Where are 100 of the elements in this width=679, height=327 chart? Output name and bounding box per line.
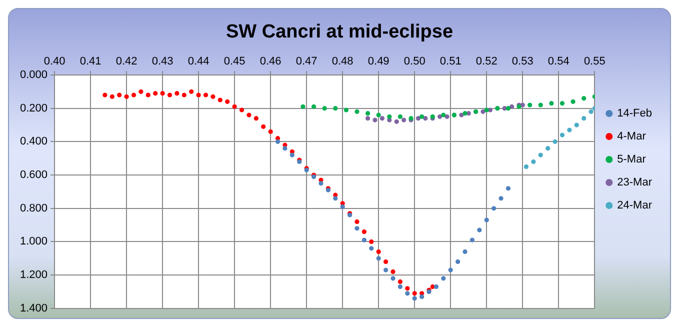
point bbox=[300, 104, 306, 109]
point bbox=[405, 291, 410, 296]
point bbox=[444, 114, 450, 119]
point bbox=[131, 92, 136, 98]
point bbox=[124, 94, 129, 99]
point bbox=[160, 91, 165, 96]
point bbox=[380, 116, 384, 121]
point bbox=[365, 111, 370, 116]
point bbox=[510, 104, 514, 109]
point bbox=[268, 129, 273, 134]
point bbox=[416, 116, 421, 121]
point bbox=[362, 229, 366, 234]
y-tick-label: 0.200 bbox=[20, 102, 48, 114]
point bbox=[459, 112, 464, 118]
point bbox=[167, 92, 172, 98]
legend-label: 24-Mar bbox=[617, 200, 652, 212]
point bbox=[423, 116, 428, 121]
point bbox=[570, 99, 576, 104]
point bbox=[498, 196, 504, 201]
x-tick-label: 0.46 bbox=[260, 55, 282, 68]
point bbox=[470, 238, 475, 242]
point bbox=[531, 159, 536, 164]
point bbox=[362, 238, 366, 242]
point bbox=[484, 218, 489, 222]
y-tick-label: 1.400 bbox=[20, 302, 48, 314]
x-tick-label: 0.47 bbox=[296, 55, 318, 68]
point bbox=[225, 99, 230, 104]
x-tick-label: 0.42 bbox=[116, 55, 138, 68]
point bbox=[456, 259, 460, 264]
point bbox=[138, 89, 144, 94]
point bbox=[524, 164, 529, 169]
point bbox=[538, 102, 543, 108]
point bbox=[466, 111, 471, 116]
point bbox=[384, 268, 388, 272]
point bbox=[354, 226, 360, 231]
point bbox=[402, 118, 406, 122]
point bbox=[552, 139, 558, 144]
point bbox=[588, 109, 594, 114]
x-tick-label: 0.44 bbox=[188, 55, 210, 68]
point bbox=[196, 92, 201, 98]
x-tick-label: 0.52 bbox=[476, 55, 498, 68]
point bbox=[567, 128, 572, 132]
point bbox=[506, 106, 511, 111]
point bbox=[369, 239, 374, 244]
point bbox=[261, 124, 266, 129]
point bbox=[318, 181, 324, 186]
point bbox=[232, 104, 237, 109]
point bbox=[254, 116, 258, 121]
point bbox=[574, 122, 579, 128]
point bbox=[102, 92, 108, 98]
point bbox=[376, 256, 381, 261]
point bbox=[354, 219, 360, 224]
point bbox=[441, 112, 446, 118]
point bbox=[117, 92, 122, 98]
point bbox=[462, 111, 468, 116]
point bbox=[549, 101, 554, 106]
y-tick-label: 0.600 bbox=[20, 169, 48, 182]
point bbox=[420, 114, 424, 119]
x-tick-label: 0.54 bbox=[548, 55, 570, 68]
y-tick-label: 0.000 bbox=[20, 69, 48, 82]
x-tick-label: 0.53 bbox=[512, 55, 534, 68]
point bbox=[376, 249, 381, 254]
point bbox=[369, 246, 374, 251]
x-tick-label: 0.41 bbox=[80, 55, 102, 68]
point bbox=[412, 296, 417, 301]
y-tick-label: 1.200 bbox=[20, 269, 48, 282]
x-tick-label: 0.40 bbox=[44, 55, 66, 68]
point bbox=[520, 102, 525, 108]
point bbox=[153, 91, 158, 96]
point bbox=[333, 106, 338, 111]
x-tick-label: 0.55 bbox=[584, 55, 606, 68]
point bbox=[384, 259, 388, 264]
point bbox=[492, 206, 496, 211]
point bbox=[438, 114, 442, 119]
point bbox=[174, 91, 180, 96]
y-tick-label: 0.800 bbox=[20, 202, 48, 214]
point bbox=[344, 108, 348, 112]
legend-label: 4-Mar bbox=[617, 130, 646, 143]
point bbox=[203, 92, 208, 98]
point bbox=[398, 114, 403, 119]
legend-label: 14-Feb bbox=[617, 108, 652, 120]
point bbox=[398, 284, 403, 290]
point bbox=[146, 92, 150, 98]
x-tick-label: 0.43 bbox=[152, 55, 174, 68]
point bbox=[210, 94, 216, 99]
point bbox=[546, 146, 550, 151]
legend-label: 5-Mar bbox=[617, 154, 646, 166]
point bbox=[365, 116, 370, 121]
point bbox=[239, 108, 244, 112]
point bbox=[290, 152, 294, 158]
point bbox=[372, 118, 378, 122]
point bbox=[506, 186, 511, 191]
point bbox=[560, 101, 565, 106]
point bbox=[322, 106, 327, 111]
point bbox=[354, 109, 360, 114]
point bbox=[398, 279, 403, 284]
point bbox=[462, 249, 468, 254]
point bbox=[582, 116, 586, 121]
point bbox=[182, 92, 186, 98]
point bbox=[412, 291, 417, 296]
